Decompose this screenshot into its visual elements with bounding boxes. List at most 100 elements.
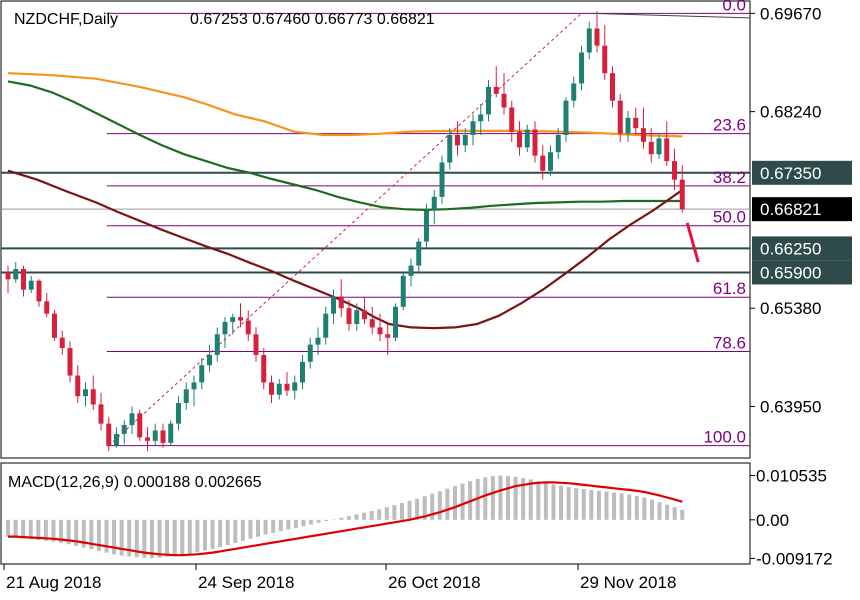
macd-bar-0	[6, 519, 10, 537]
candle-body-55	[431, 196, 437, 211]
candle-24	[191, 375, 197, 407]
candle-body-83	[648, 141, 654, 155]
candle-62	[486, 80, 491, 122]
candle-15	[121, 420, 127, 445]
candle-body-14	[114, 433, 119, 446]
candle-13	[106, 416, 112, 452]
candle-body-23	[183, 389, 189, 404]
macd-bar-29	[225, 519, 230, 546]
candle-37	[292, 375, 298, 400]
macd-bar-72	[551, 484, 556, 520]
candle-body-59	[462, 135, 468, 146]
candle-58	[455, 121, 460, 156]
candle-body-65	[509, 107, 515, 132]
macd-bar-56	[430, 493, 435, 520]
candle-body-36	[284, 383, 290, 391]
macd-bar-8	[66, 519, 71, 545]
macd-bar-4	[36, 519, 41, 541]
macd-bar-65	[498, 475, 503, 520]
candle-body-75	[586, 28, 592, 53]
candle-55	[431, 189, 437, 225]
ohlc-label: 0.67253 0.67460 0.66773 0.66821	[190, 11, 435, 28]
candle-43	[338, 279, 344, 318]
macd-bar-21	[165, 519, 170, 557]
candle-body-6	[52, 313, 57, 338]
macd-bar-28	[218, 519, 223, 548]
candle-body-60	[470, 121, 476, 136]
macd-bar-57	[437, 491, 442, 520]
macd-bar-2	[21, 519, 26, 539]
macd-bar-54	[415, 498, 420, 520]
macd-bar-13	[104, 519, 109, 553]
candle-body-71	[555, 135, 561, 153]
candle-body-54	[424, 210, 429, 242]
ma_orange-line	[7, 72, 683, 138]
macd-bar-70	[536, 481, 541, 520]
candle-4	[36, 279, 42, 307]
macd-bar-36	[278, 519, 283, 532]
price-label-bg-3	[752, 260, 852, 285]
candle-body-22	[176, 403, 181, 424]
candle-body-29	[230, 317, 236, 322]
candle-21	[168, 420, 174, 446]
candle-51	[400, 272, 406, 311]
price-label-bg-0	[752, 160, 852, 185]
candle-7	[59, 330, 65, 355]
price-labels: 0.67350 0.66821 0.66250 0.65900	[752, 160, 852, 285]
macd-bar-16	[127, 519, 132, 557]
macd-bar-69	[528, 479, 533, 520]
fib-label-3: 50.0	[713, 208, 746, 227]
candle-29	[230, 313, 236, 335]
macd-tick-label-0: 0.010535	[756, 466, 827, 485]
price-label-bg-2	[752, 236, 852, 261]
fib-trendline-line	[108, 13, 582, 446]
candle-34	[269, 375, 274, 404]
candle-22	[176, 396, 181, 431]
candle-body-80	[625, 117, 631, 134]
candle-86	[672, 148, 677, 190]
candle-body-68	[532, 129, 538, 156]
candle-2	[21, 265, 26, 297]
macd-bar-78	[596, 490, 601, 520]
candle-body-16	[129, 413, 135, 426]
macd-bar-41	[316, 519, 321, 523]
macd-bar-44	[339, 517, 344, 520]
candle-body-41	[323, 313, 329, 338]
candle-body-77	[602, 45, 608, 74]
x-axis-ticks: 21 Aug 2018 24 Sep 2018 26 Oct 2018 29 Nov …	[3, 564, 676, 592]
fib-trendline	[108, 12, 751, 446]
moving-averages	[7, 72, 683, 330]
candle-19	[152, 423, 158, 446]
fib-label-4: 61.8	[713, 279, 746, 298]
macd-bar-6	[51, 519, 56, 542]
candle-12	[98, 392, 104, 431]
macd-bar-67	[513, 476, 518, 520]
macd-bar-31	[240, 519, 245, 541]
candle-body-47	[369, 319, 375, 328]
macd-bar-40	[309, 519, 314, 525]
candle-body-4	[36, 280, 42, 302]
candle-57	[447, 128, 453, 170]
macd-bar-46	[354, 514, 359, 520]
candle-42	[331, 289, 336, 324]
candle-body-15	[121, 425, 127, 434]
candle-body-18	[145, 437, 150, 441]
macd-bar-25	[195, 519, 200, 553]
candle-body-39	[307, 344, 313, 362]
candle-47	[369, 306, 375, 335]
candle-54	[424, 203, 429, 249]
forecast-arrow	[685, 222, 700, 263]
macd-bar-1	[13, 519, 18, 538]
candle-body-63	[493, 86, 499, 94]
macd-bar-20	[157, 519, 162, 558]
candle-body-78	[610, 73, 615, 101]
candle-body-8	[67, 348, 73, 376]
macd-bar-38	[293, 519, 298, 528]
macd-bar-48	[369, 510, 374, 520]
candle-45	[354, 303, 360, 331]
fib-label-2: 38.2	[713, 168, 746, 187]
candle-body-69	[540, 155, 546, 171]
macd-bar-45	[346, 516, 351, 520]
macd-bar-17	[134, 519, 139, 558]
candle-25	[199, 358, 205, 390]
